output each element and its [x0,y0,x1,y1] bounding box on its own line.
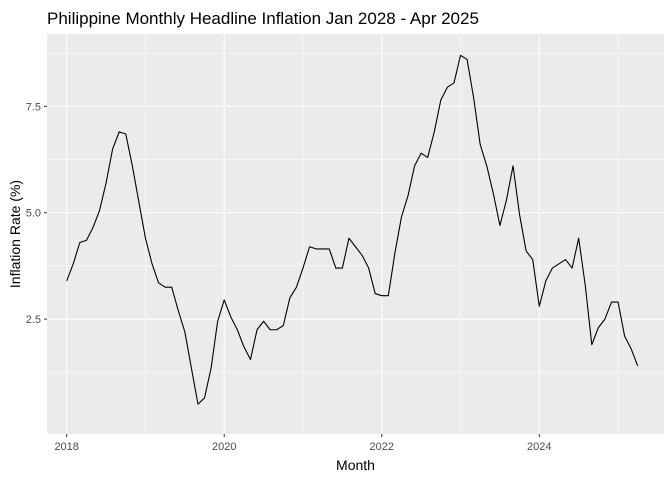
plot-panel [47,34,664,434]
y-tick-label: 5.0 [26,208,41,220]
x-tick-label: 2018 [54,441,78,453]
grid-lines [47,34,664,434]
y-tick-label: 7.5 [26,101,41,113]
chart-title: Philippine Monthly Headline Inflation Ja… [47,9,479,28]
x-tick-label: 2020 [212,441,236,453]
y-axis-title: Inflation Rate (%) [7,180,23,288]
x-tick-label: 2024 [527,441,551,453]
y-axis: 2.5 5.0 7.5 [26,101,47,326]
y-tick-label: 2.5 [26,314,41,326]
inflation-series-line [66,54,639,405]
x-axis: 2018 2020 2022 2024 [54,434,552,453]
x-axis-title: Month [336,457,375,473]
x-tick-label: 2022 [370,441,394,453]
